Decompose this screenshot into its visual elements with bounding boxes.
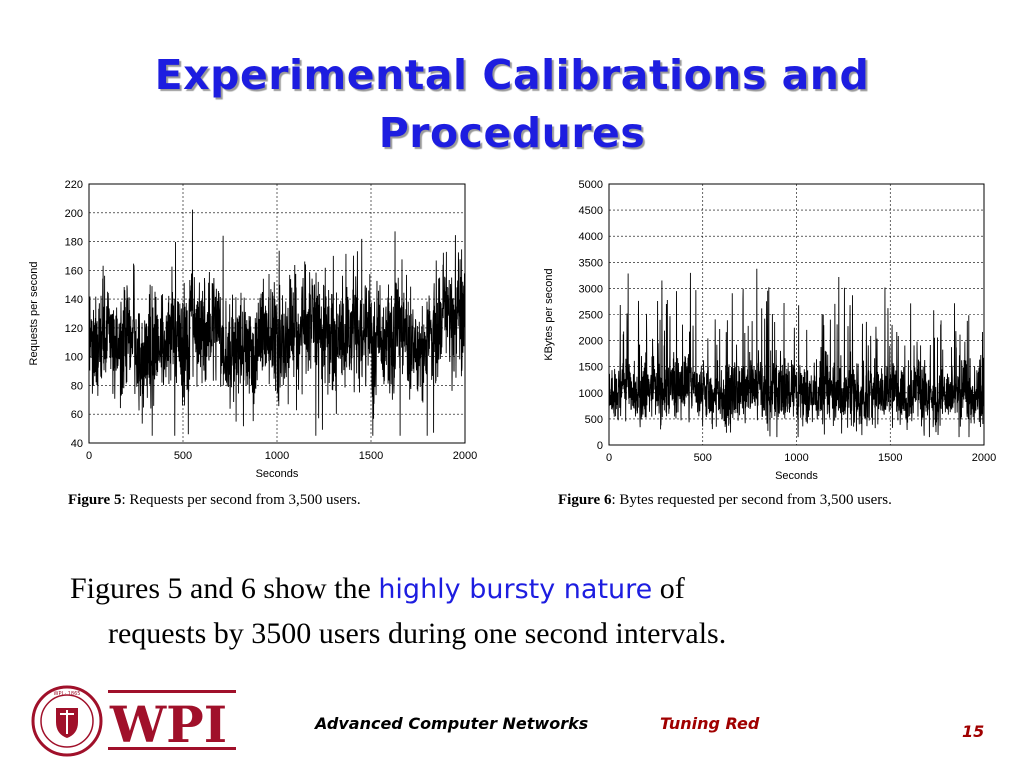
y-tick-label: 2500 — [579, 310, 603, 322]
plot-area: 0500100015002000250030003500400045005000… — [543, 179, 996, 482]
series-line — [608, 268, 985, 438]
title-line-1: Experimental Calibrations and — [154, 51, 870, 99]
figure-5-label: Figure 5 — [68, 492, 122, 508]
y-tick-label: 180 — [65, 237, 83, 249]
chart-kbytes-per-second: 0500100015002000250030003500400045005000… — [543, 179, 996, 482]
x-tick-label: 500 — [694, 452, 712, 464]
x-tick-label: 2000 — [453, 450, 477, 462]
y-axis-label: KBytes per second — [543, 268, 555, 360]
body-text-2: of — [652, 572, 685, 605]
y-tick-label: 160 — [65, 265, 83, 277]
body-text-1: Figures 5 and 6 show the — [70, 572, 379, 605]
x-axis-label: Seconds — [256, 468, 299, 480]
y-tick-label: 120 — [65, 323, 83, 335]
y-tick-label: 1500 — [579, 362, 603, 374]
body-line-1: Figures 5 and 6 show the highly bursty n… — [70, 567, 970, 612]
y-tick-label: 140 — [65, 294, 83, 306]
page-number: 15 — [962, 722, 985, 741]
x-tick-label: 2000 — [972, 452, 996, 464]
x-tick-label: 1000 — [784, 452, 808, 464]
plot-frame — [608, 183, 985, 446]
x-tick-label: 1500 — [359, 450, 383, 462]
y-tick-label: 3500 — [579, 257, 603, 269]
y-tick-label: 220 — [65, 179, 83, 191]
x-tick-label: 500 — [174, 450, 192, 462]
footer-course: Advanced Computer Networks — [315, 714, 589, 733]
x-tick-label: 1000 — [265, 450, 289, 462]
chart-requests-per-second: 40 60 80 100 120 140 160 180 200 220 0 500 1000 1500 2… — [28, 179, 477, 480]
body-highlight: highly bursty nature — [378, 574, 653, 605]
plot-frame — [88, 183, 466, 444]
y-tick-label: 1000 — [579, 388, 603, 400]
slide-title: Experimental Calibrations and Procedures — [0, 46, 1024, 162]
y-tick-label: 2000 — [579, 336, 603, 348]
figure-6-caption: Figure 6: Bytes requested per second fro… — [558, 492, 892, 509]
y-tick-label: 100 — [65, 352, 83, 364]
footer-topic: Tuning Red — [660, 714, 760, 733]
y-tick-label: 4500 — [579, 205, 603, 217]
y-tick-label: 500 — [585, 414, 603, 426]
x-axis-label: Seconds — [775, 470, 818, 482]
y-axis-label: Requests per second — [28, 262, 40, 366]
x-tick-label: 0 — [606, 452, 612, 464]
x-tick-label: 0 — [86, 450, 92, 462]
figure-6-text: : Bytes requested per second from 3,500 … — [611, 492, 892, 508]
y-tick-label: 40 — [71, 438, 83, 450]
y-tick-label: 200 — [65, 208, 83, 220]
seal-lettering: WPI · 1865 — [54, 691, 81, 697]
y-tick-label: 80 — [71, 380, 83, 392]
figure-5-text: : Requests per second from 3,500 users. — [121, 492, 361, 508]
wpi-logo: WPI · 1865 WPI — [31, 685, 236, 757]
title-line-2: Procedures — [378, 109, 646, 157]
figure-5-caption: Figure 5: Requests per second from 3,500… — [68, 492, 361, 509]
wpi-logo-text: WPI — [109, 695, 227, 754]
series-line — [88, 209, 466, 436]
y-tick-label: 0 — [597, 440, 603, 452]
slide-body: Figures 5 and 6 show the highly bursty n… — [70, 567, 970, 656]
y-tick-label: 3000 — [579, 283, 603, 295]
y-tick-label: 5000 — [579, 179, 603, 191]
figure-6-label: Figure 6 — [558, 492, 612, 508]
x-tick-label: 1500 — [878, 452, 902, 464]
plot-area: 40 60 80 100 120 140 160 180 200 220 0 500 1000 1500 2… — [28, 179, 477, 480]
body-line-2: requests by 3500 users during one second… — [108, 617, 727, 650]
y-tick-label: 4000 — [579, 231, 603, 243]
y-tick-label: 60 — [71, 409, 83, 421]
